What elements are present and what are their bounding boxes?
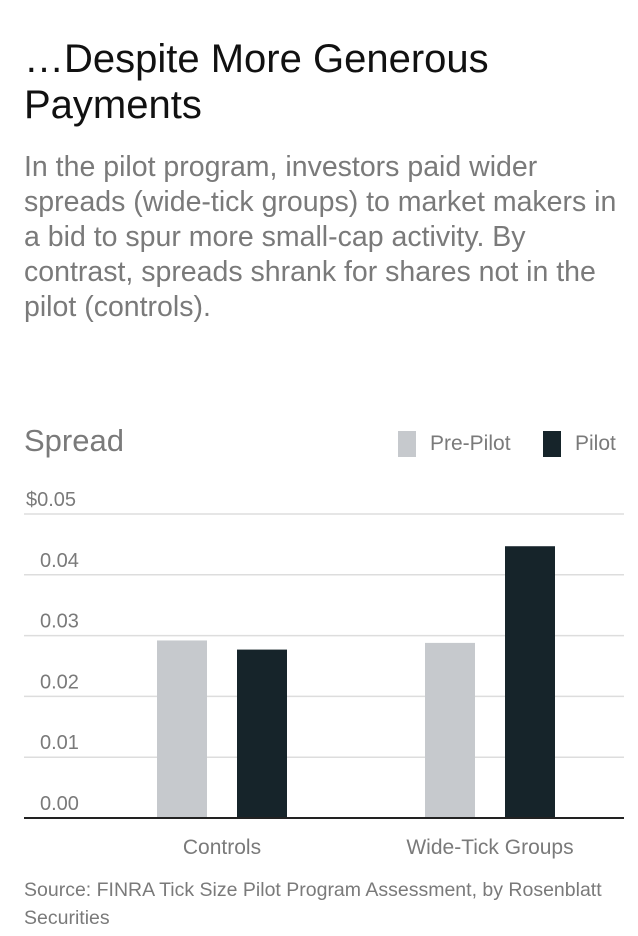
bar-pilot-controls	[237, 649, 287, 818]
x-category-label: Wide-Tick Groups	[406, 836, 573, 859]
y-tick-label: $0.05	[26, 489, 76, 511]
y-tick-label: 0.02	[40, 671, 79, 693]
bar-pilot-wide-tick-groups	[505, 546, 555, 818]
legend-item-pilot: Pilot	[543, 431, 616, 457]
y-axis-label: Spread	[24, 423, 124, 458]
y-tick-label: 0.00	[40, 793, 79, 815]
legend-swatch-pre-pilot	[398, 431, 416, 457]
chart-subtitle: In the pilot program, investors paid wid…	[24, 151, 617, 323]
legend-item-pre-pilot: Pre-Pilot	[398, 431, 511, 457]
y-tick-label: 0.04	[40, 550, 79, 572]
legend-label-pre-pilot: Pre-Pilot	[430, 432, 511, 455]
bar-pre-pilot-controls	[157, 640, 207, 818]
legend-swatch-pilot	[543, 431, 561, 457]
y-tick-label: 0.01	[40, 732, 79, 754]
y-tick-label: 0.03	[40, 611, 79, 633]
x-category-label: Controls	[183, 836, 261, 859]
bar-chart: 0.00 0.01 0.02 0.03 0.04 $0.05 Controls Wide-Ti…	[24, 489, 624, 859]
legend-label-pilot: Pilot	[575, 432, 616, 455]
chart-title: …Despite More Generous Payments	[24, 37, 489, 127]
bar-pre-pilot-wide-tick-groups	[425, 642, 475, 818]
source-note: Source: FINRA Tick Size Pilot Program As…	[24, 879, 602, 929]
